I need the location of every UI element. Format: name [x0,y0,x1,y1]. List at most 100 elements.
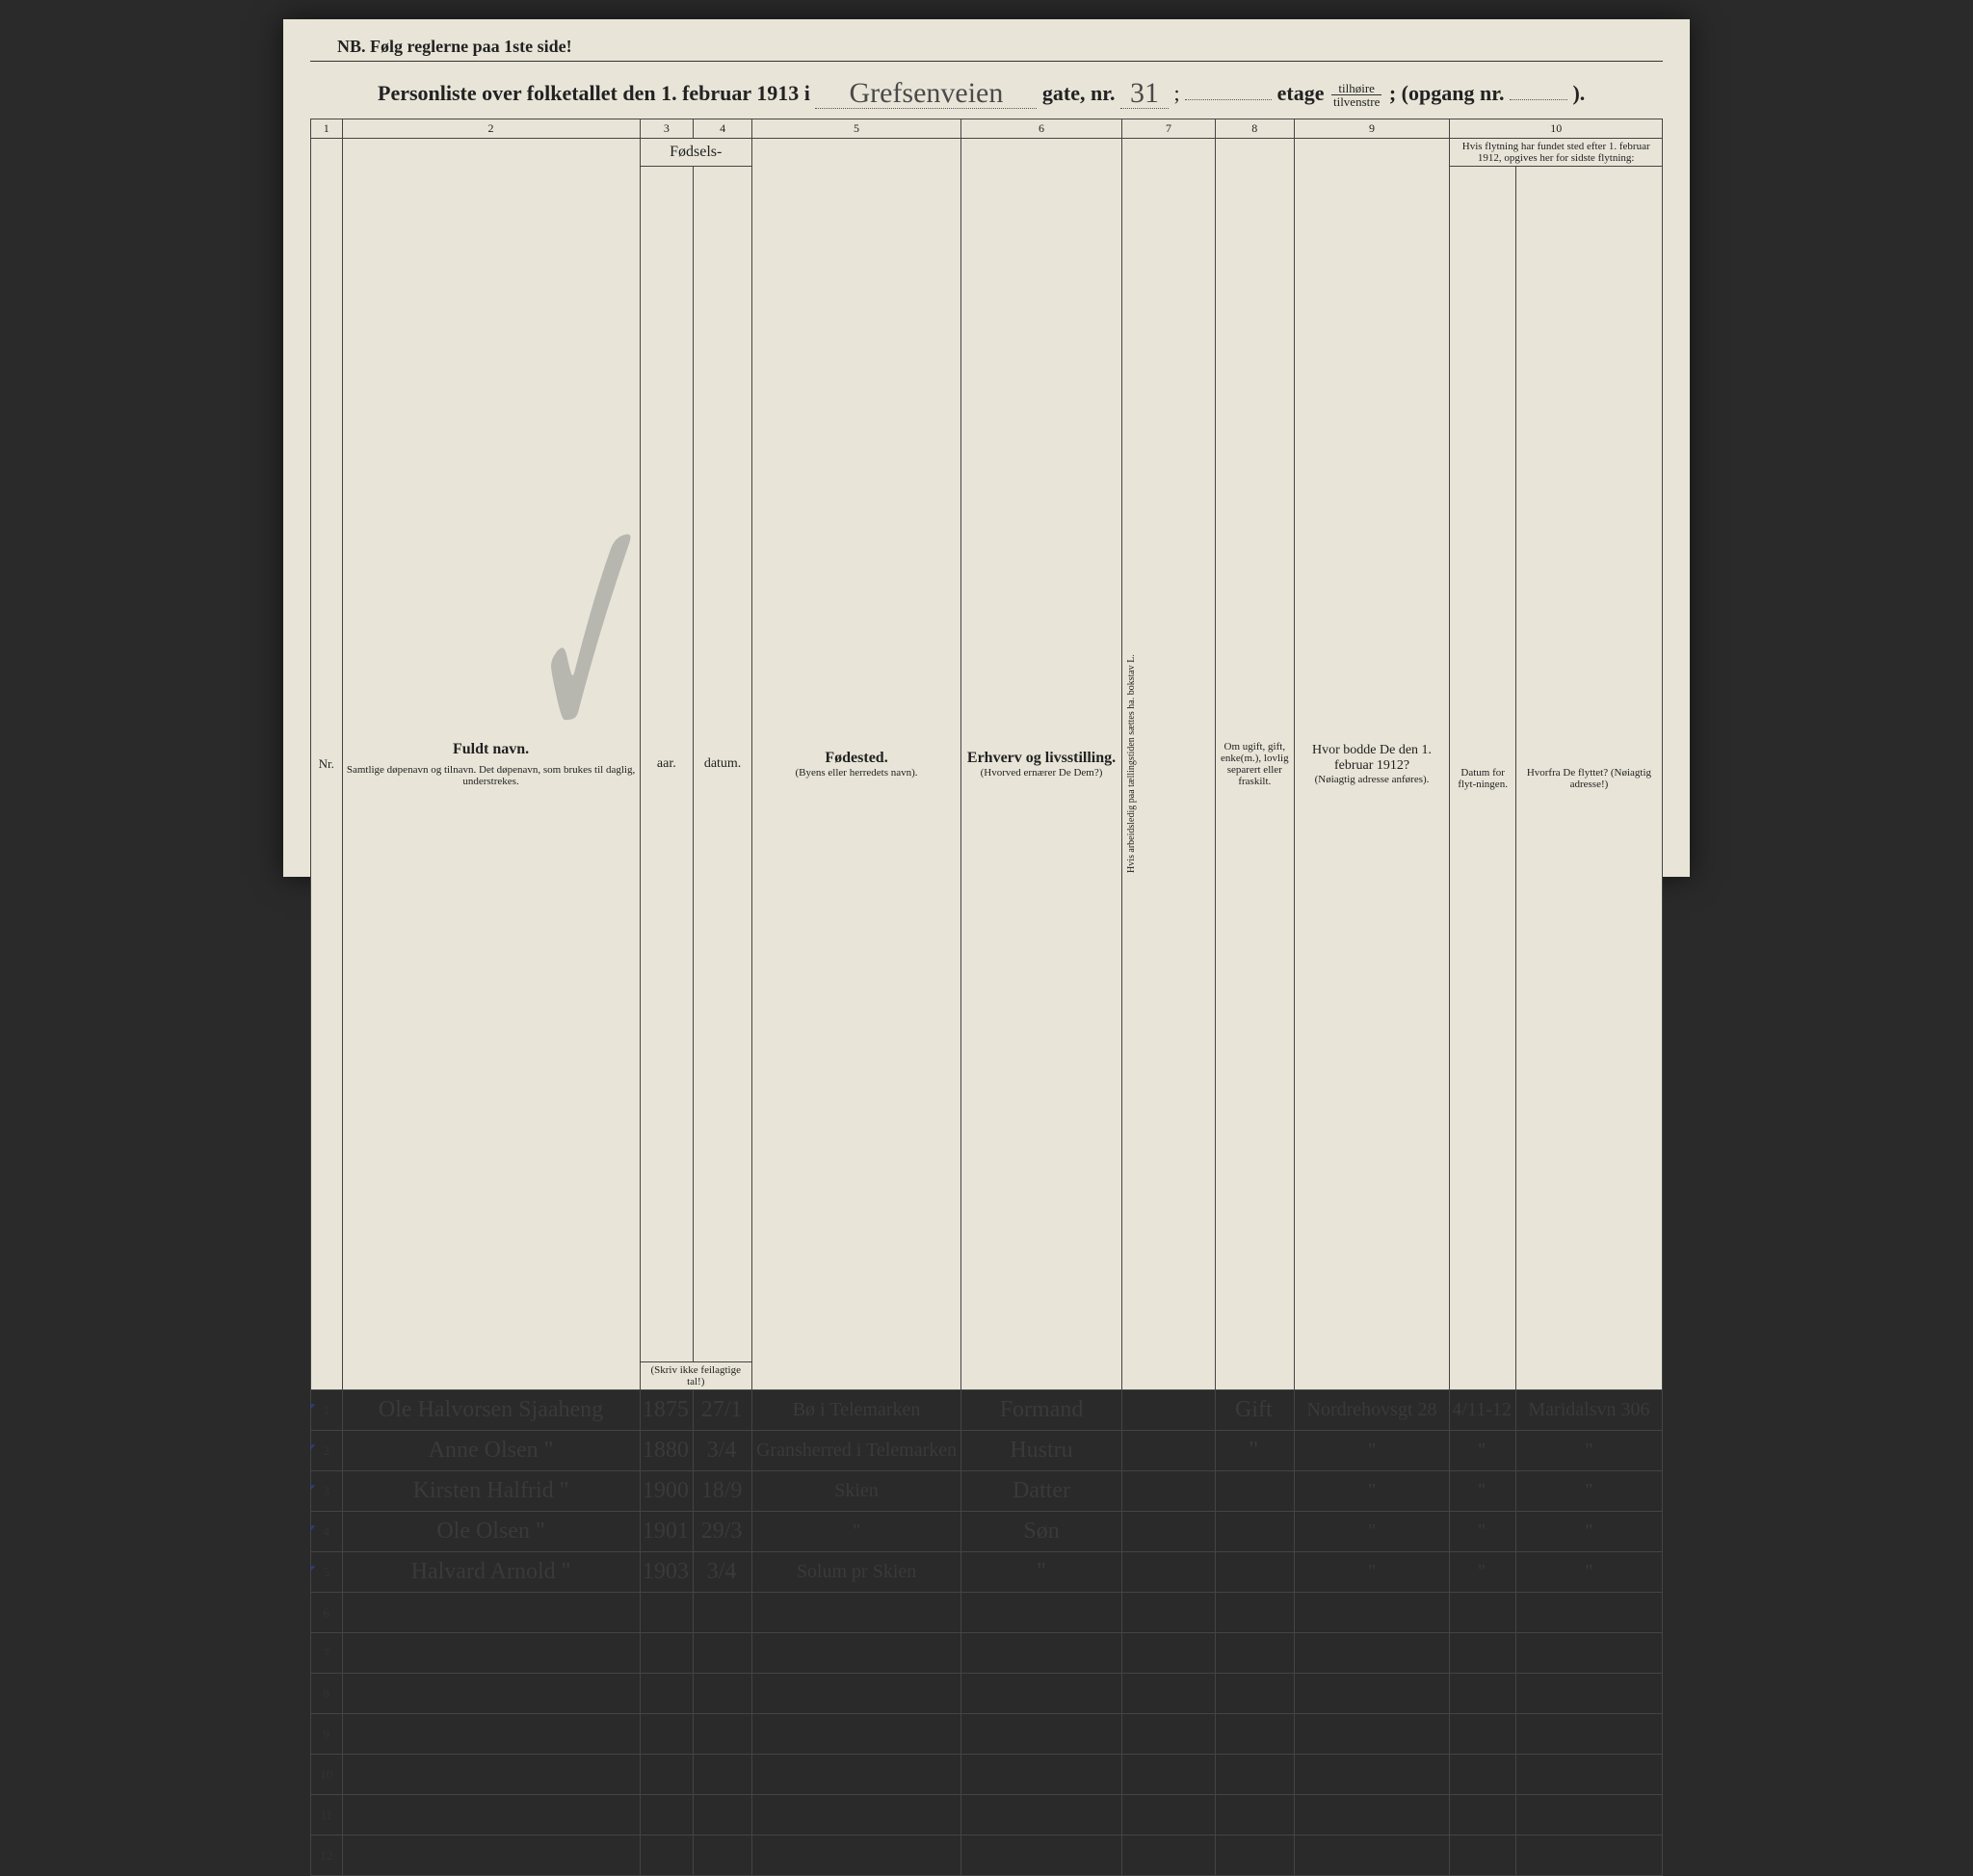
cell-unemployed [1121,1795,1215,1836]
cell-birthplace: Gransherred i Telemarken [751,1431,960,1471]
street-name-hand: Grefsenveien [849,77,1003,109]
cell-unemployed [1121,1755,1215,1795]
head-date: datum. [694,167,752,1362]
table-body: ✔1Ole Halvorsen Sjaaheng187527/1Bø i Tel… [311,1390,1663,1876]
cell-unemployed [1121,1714,1215,1755]
cell-marital [1215,1674,1294,1714]
cell-marital [1215,1755,1294,1795]
cell-nr: 12 [311,1836,343,1876]
head-marital: Om ugift, gift, enke(m.), lovlig separer… [1215,139,1294,1390]
title-prefix: Personliste over folketallet den 1. febr… [378,81,810,105]
cell-unemployed [1121,1552,1215,1593]
cell-name [342,1674,640,1714]
gate-label: gate, nr. [1042,81,1116,105]
table-head: 1 2 3 4 5 6 7 8 9 10 Nr. Fuldt navn. Sam… [311,119,1663,1390]
cell-residence [1294,1714,1450,1755]
cell-move-from: " [1515,1512,1662,1552]
cell-year: 1900 [640,1471,694,1512]
column-number-row: 1 2 3 4 5 6 7 8 9 10 [311,119,1663,139]
opgang-close: ). [1572,81,1585,105]
cell-year [640,1755,694,1795]
cell-residence [1294,1836,1450,1876]
semicolon: ; [1173,81,1179,105]
etage-label: etage [1277,81,1325,105]
cell-move-date [1450,1714,1515,1755]
cell-marital: Gift [1215,1390,1294,1431]
colnum: 5 [751,119,960,139]
cell-occupation [961,1593,1122,1633]
cell-unemployed [1121,1512,1215,1552]
cell-date [694,1714,752,1755]
cell-residence [1294,1795,1450,1836]
opgang-label: ; (opgang nr. [1389,81,1505,105]
cell-marital [1215,1552,1294,1593]
cell-nr: 10 [311,1755,343,1795]
cell-marital [1215,1714,1294,1755]
cell-name: Anne Olsen " [342,1431,640,1471]
head-birthplace: Fødested. (Byens eller herredets navn). [751,139,960,1390]
table-row: 12 [311,1836,1663,1876]
cell-name [342,1593,640,1633]
cell-nr: ✔2 [311,1431,343,1471]
cell-occupation [961,1755,1122,1795]
cell-nr: ✔1 [311,1390,343,1431]
cell-unemployed [1121,1674,1215,1714]
cell-residence [1294,1593,1450,1633]
colnum: 1 [311,119,343,139]
head-year: aar. [640,167,694,1362]
table-row: 9 [311,1714,1663,1755]
cell-birthplace [751,1755,960,1795]
cell-birthplace [751,1593,960,1633]
cell-occupation: Formand [961,1390,1122,1431]
head-move-date: Datum for flyt-ningen. [1450,167,1515,1390]
cell-move-from [1515,1714,1662,1755]
cell-move-date [1450,1755,1515,1795]
cell-nr: 9 [311,1714,343,1755]
cell-birthplace: " [751,1512,960,1552]
cell-residence: " [1294,1431,1450,1471]
cell-residence: Nordrehovsgt 28 [1294,1390,1450,1431]
cell-birthplace [751,1795,960,1836]
cell-date [694,1836,752,1876]
census-form-page: NB. Følg reglerne paa 1ste side! Personl… [283,19,1690,877]
table-row: 6 [311,1593,1663,1633]
head-move: Hvis flytning har fundet sted efter 1. f… [1450,139,1663,167]
cell-name [342,1836,640,1876]
head-birth: Fødsels- [640,139,751,167]
cell-occupation [961,1795,1122,1836]
colnum: 8 [1215,119,1294,139]
cell-year: 1901 [640,1512,694,1552]
cell-date [694,1795,752,1836]
table-row: 8 [311,1674,1663,1714]
cell-name: Ole Olsen " [342,1512,640,1552]
cell-nr: 8 [311,1674,343,1714]
cell-occupation: Datter [961,1471,1122,1512]
cell-unemployed [1121,1593,1215,1633]
cell-name [342,1633,640,1674]
cell-residence [1294,1674,1450,1714]
head-name: Fuldt navn. Samtlige døpenavn og tilnavn… [342,139,640,1390]
cell-date: 18/9 [694,1471,752,1512]
cell-birthplace: Bø i Telemarken [751,1390,960,1431]
table-row: 10 [311,1755,1663,1795]
cell-date [694,1674,752,1714]
cell-move-from [1515,1755,1662,1795]
head-residence-1912: Hvor bodde De den 1. februar 1912? (Nøia… [1294,139,1450,1390]
cell-year [640,1836,694,1876]
cell-name [342,1755,640,1795]
cell-year [640,1593,694,1633]
cell-nr: ✔5 [311,1552,343,1593]
cell-move-from [1515,1836,1662,1876]
cell-move-from: " [1515,1431,1662,1471]
cell-occupation [961,1674,1122,1714]
cell-date: 3/4 [694,1431,752,1471]
colnum: 10 [1450,119,1663,139]
cell-marital [1215,1795,1294,1836]
cell-date: 29/3 [694,1512,752,1552]
head-move-from: Hvorfra De flyttet? (Nøiagtig adresse!) [1515,167,1662,1390]
cell-marital [1215,1471,1294,1512]
cell-birthplace [751,1714,960,1755]
cell-move-from: Maridalsvn 306 [1515,1390,1662,1431]
cell-nr: 11 [311,1795,343,1836]
cell-unemployed [1121,1390,1215,1431]
